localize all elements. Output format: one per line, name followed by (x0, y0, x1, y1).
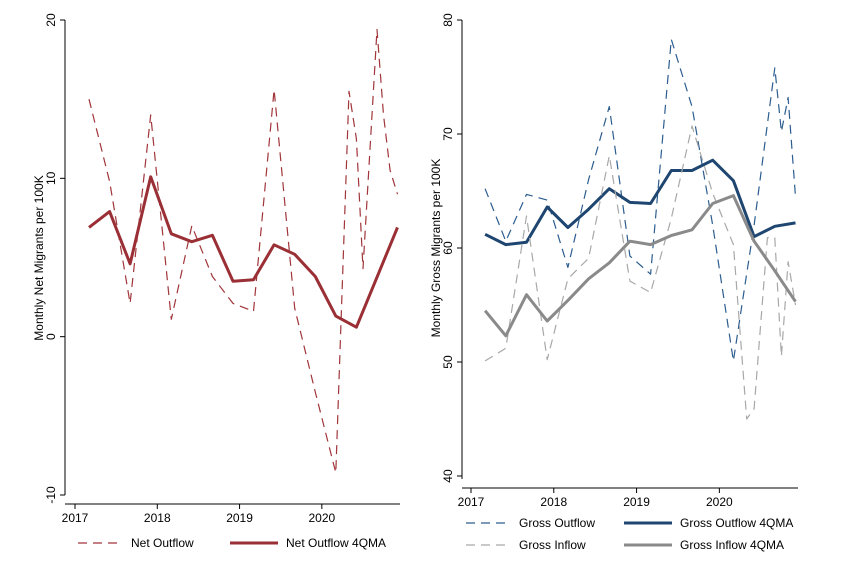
legend-label: Gross Inflow (519, 538, 586, 552)
x-tick-label: 2019 (623, 495, 650, 509)
left-y-axis-title: Monthly Net Migrants per 100K (32, 175, 46, 340)
x-tick-label: 2020 (308, 511, 335, 525)
x-tick-label: 2017 (62, 511, 89, 525)
x-tick-label: 2020 (706, 495, 733, 509)
series-net-outflow (89, 30, 398, 473)
series-gross-outflow (485, 39, 795, 361)
y-tick-label: 10 (44, 171, 58, 185)
y-tick-label: 40 (441, 469, 455, 483)
legend-label: Net Outflow 4QMA (286, 536, 386, 550)
series-gross-inflow (485, 126, 795, 419)
y-tick-label: 70 (441, 127, 455, 141)
right-legend: Gross Outflow Gross Outflow 4QMA Gross Inf… (466, 516, 793, 552)
legend-label: Gross Outflow (519, 516, 595, 530)
y-tick-label: 20 (44, 13, 58, 27)
right-y-ticks: 40 50 60 70 80 (441, 13, 462, 483)
y-tick-label: 0 (44, 333, 58, 340)
legend-label: Gross Inflow 4QMA (680, 538, 784, 552)
figure: Monthly Net Migrants per 100K -10 0 10 20 2… (0, 0, 850, 570)
legend-label: Gross Outflow 4QMA (680, 516, 793, 530)
left-x-ticks: 2017 2018 2019 2020 (62, 504, 336, 525)
y-tick-label: -10 (44, 486, 58, 504)
right-series (485, 39, 795, 419)
left-y-ticks: -10 0 10 20 (44, 13, 65, 504)
y-tick-label: 60 (441, 241, 455, 255)
left-legend: Net Outflow Net Outflow 4QMA (78, 536, 386, 550)
y-tick-label: 80 (441, 13, 455, 27)
x-tick-label: 2017 (458, 495, 485, 509)
y-tick-label: 50 (441, 355, 455, 369)
legend-label: Net Outflow (131, 536, 194, 550)
net-migration-chart: Monthly Net Migrants per 100K -10 0 10 20 2… (32, 13, 400, 525)
x-tick-label: 2018 (540, 495, 567, 509)
right-x-ticks: 2017 2018 2019 2020 (458, 488, 733, 509)
gross-migration-chart: Monthly Gross Migrants per 100K 40506070… (429, 13, 798, 509)
x-tick-label: 2019 (226, 511, 253, 525)
left-series (89, 30, 398, 473)
x-tick-label: 2018 (144, 511, 171, 525)
